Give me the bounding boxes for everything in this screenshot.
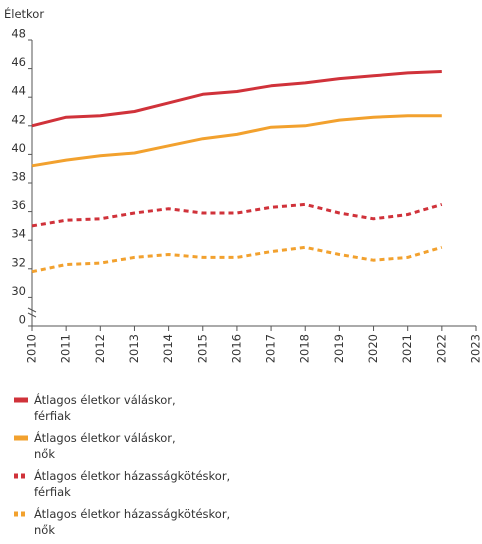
x-tick-label: 2020 xyxy=(366,334,380,363)
x-tick-label: 2019 xyxy=(332,334,346,363)
x-tick-label: 2012 xyxy=(93,334,107,363)
x-tick-label: 2010 xyxy=(25,334,39,363)
legend-label: Átlagos életkor házasságkötéskor, férfia… xyxy=(34,468,230,500)
legend-label: Átlagos életkor házasságkötéskor, nők xyxy=(34,506,230,538)
legend-swatch xyxy=(14,472,28,480)
y-tick-label: 32 xyxy=(11,255,26,269)
series-line xyxy=(32,247,442,271)
legend-item: Átlagos életkor házasságkötéskor, nők xyxy=(14,506,250,544)
y-tick-label: 44 xyxy=(11,84,26,98)
y-tick-label: 36 xyxy=(11,198,26,212)
chart: Életkor 0 30 32 34 36 38 40 42 44 46 48 2010 2011 201… xyxy=(0,0,482,390)
x-tick-label: 2011 xyxy=(59,334,73,363)
y-tick-label: 48 xyxy=(11,27,26,41)
legend-item: Átlagos életkor váláskor, férfiak xyxy=(14,392,250,430)
legend-swatch xyxy=(14,396,28,404)
y-tick-label: 30 xyxy=(11,284,26,298)
x-tick-label: 2022 xyxy=(434,334,448,363)
legend-label: Átlagos életkor váláskor, nők xyxy=(34,430,176,462)
x-tick-label: 2023 xyxy=(469,334,482,363)
y-axis-label: Életkor xyxy=(4,6,44,21)
series-line xyxy=(32,204,442,226)
x-tick-label: 2021 xyxy=(400,334,414,363)
y-tick-label: 34 xyxy=(11,227,26,241)
legend-item: Átlagos életkor váláskor, nők xyxy=(14,430,250,468)
page: Életkor 0 30 32 34 36 38 40 42 44 46 48 2010 2011 201… xyxy=(0,0,482,470)
legend: Átlagos életkor váláskor, férfiak Átlagos… xyxy=(14,392,474,544)
y-tick-label: 0 xyxy=(19,313,26,327)
x-tick-label: 2013 xyxy=(127,334,141,363)
legend-item: Átlagos életkor házasságkötéskor, férfia… xyxy=(14,468,250,506)
legend-label: Átlagos életkor váláskor, férfiak xyxy=(34,392,176,424)
y-tick-label: 38 xyxy=(11,170,26,184)
series-line xyxy=(32,116,442,166)
x-tick-label: 2017 xyxy=(264,334,278,363)
x-tick-label: 2018 xyxy=(298,334,312,363)
y-tick-label: 40 xyxy=(11,141,26,155)
x-tick-label: 2015 xyxy=(195,334,209,363)
x-tick-label: 2016 xyxy=(229,334,243,363)
y-tick-label: 42 xyxy=(11,112,26,126)
legend-swatch xyxy=(14,510,28,518)
legend-swatch xyxy=(14,434,28,442)
y-tick-label: 46 xyxy=(11,55,26,69)
x-tick-label: 2014 xyxy=(161,334,175,363)
